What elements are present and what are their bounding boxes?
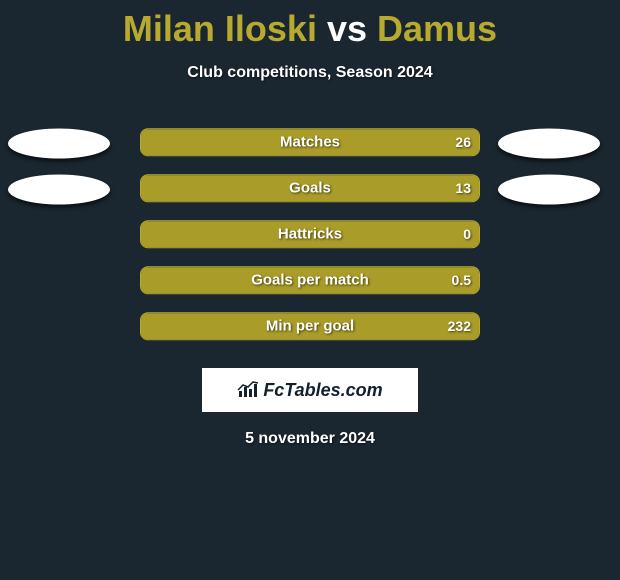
stat-row: Min per goal232 bbox=[0, 306, 620, 352]
logo: FcTables.com bbox=[237, 380, 382, 401]
date: 5 november 2024 bbox=[0, 430, 620, 448]
player2-marker bbox=[498, 175, 600, 205]
stat-bar: Min per goal232 bbox=[140, 312, 480, 340]
player2-name: Damus bbox=[377, 8, 497, 49]
stat-row: Hattricks0 bbox=[0, 214, 620, 260]
player1-name: Milan Iloski bbox=[123, 8, 317, 49]
stat-label: Goals per match bbox=[141, 272, 479, 289]
stat-bar: Hattricks0 bbox=[140, 220, 480, 248]
stat-bar: Matches26 bbox=[140, 128, 480, 156]
stat-value: 0.5 bbox=[452, 272, 471, 288]
stat-value: 26 bbox=[455, 134, 471, 150]
stat-label: Matches bbox=[141, 134, 479, 151]
stat-value: 13 bbox=[455, 180, 471, 196]
stat-bar: Goals per match0.5 bbox=[140, 266, 480, 294]
player1-marker bbox=[8, 175, 110, 205]
player1-marker bbox=[8, 129, 110, 159]
player2-marker bbox=[498, 129, 600, 159]
stat-label: Min per goal bbox=[141, 318, 479, 335]
stat-row: Matches26 bbox=[0, 122, 620, 168]
logo-box: FcTables.com bbox=[202, 368, 418, 412]
page-title: Milan Iloski vs Damus bbox=[0, 0, 620, 50]
stat-row: Goals per match0.5 bbox=[0, 260, 620, 306]
stats-container: Matches26 Goals13 Hattricks0 Goals per matc… bbox=[0, 122, 620, 352]
stat-label: Hattricks bbox=[141, 226, 479, 243]
stat-bar: Goals13 bbox=[140, 174, 480, 202]
stat-value: 232 bbox=[448, 318, 471, 334]
logo-text: FcTables.com bbox=[263, 380, 382, 401]
stat-row: Goals13 bbox=[0, 168, 620, 214]
stat-label: Goals bbox=[141, 180, 479, 197]
chart-icon bbox=[237, 381, 259, 399]
subtitle: Club competitions, Season 2024 bbox=[0, 64, 620, 82]
stat-value: 0 bbox=[463, 226, 471, 242]
vs-text: vs bbox=[327, 8, 367, 49]
